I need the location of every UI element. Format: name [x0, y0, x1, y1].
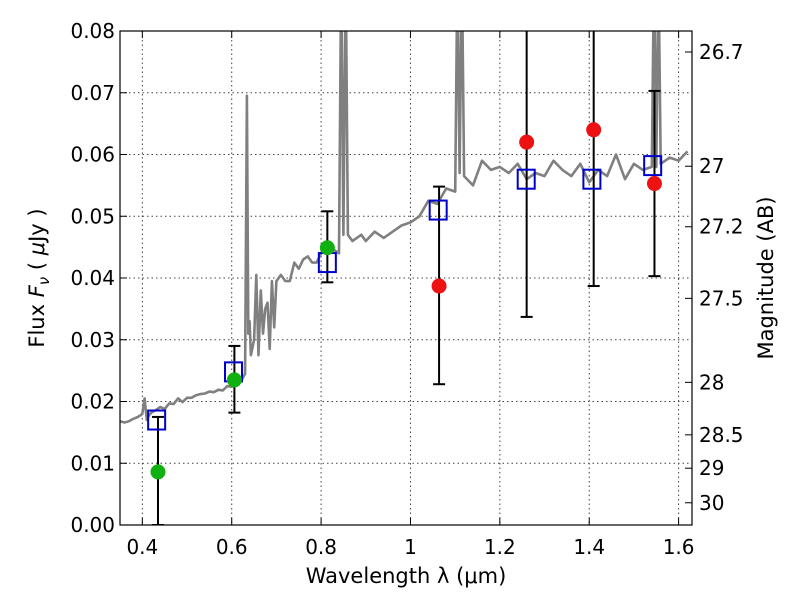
x-tick-label: 0.6	[216, 535, 248, 559]
green-point	[226, 372, 242, 388]
y-axis-title-part-f: Jy )	[25, 208, 49, 244]
y-tick-label: 0.07	[70, 81, 115, 105]
red-point	[646, 176, 662, 192]
y-tick-label: 0.03	[70, 328, 115, 352]
error-bars	[151, 31, 661, 525]
model-point	[147, 409, 167, 431]
y2-tick-label: 28.5	[699, 423, 744, 447]
y-tick-label: 0.05	[70, 204, 115, 228]
y2-tick-label: 27.5	[699, 286, 744, 310]
model-point	[643, 155, 663, 177]
y-tick-label: 0.06	[70, 143, 115, 167]
x-tick-label: 0.4	[126, 535, 158, 559]
y2-tick-label: 28	[699, 370, 724, 394]
y-axis-title-part-a: Flux	[25, 297, 49, 347]
x-axis: 0.4 0.6 0.8 1 1.2 1.4 1.6	[126, 31, 695, 559]
red-point	[586, 122, 602, 138]
y-axis-title-part-e: μ	[25, 242, 49, 256]
y2-axis: 26.7 27 27.2 27.5 28 28.5 29 30	[685, 40, 744, 515]
grid-lines	[120, 31, 692, 525]
model-point	[428, 199, 448, 221]
y-axis: 0.00 0.01 0.02 0.03 0.04 0.05 0.06 0.07 0.08	[70, 19, 127, 537]
green-point	[150, 464, 166, 480]
y-axis-title: Flux Fν ( μJy )	[25, 208, 53, 347]
y-axis-title-part-b: F	[25, 284, 49, 297]
y-tick-label: 0.04	[70, 266, 115, 290]
y-tick-label: 0.02	[70, 390, 115, 414]
green-points	[150, 240, 335, 480]
y-axis-title-part-d: (	[25, 255, 49, 277]
plot-area	[120, 31, 689, 525]
model-point	[516, 168, 536, 190]
y2-tick-label: 27	[699, 154, 724, 178]
red-point	[519, 134, 535, 150]
y2-tick-label: 29	[699, 456, 724, 480]
y2-tick-label: 27.2	[699, 215, 744, 239]
x-tick-label: 0.8	[305, 535, 337, 559]
x-tick-label: 1.6	[663, 535, 695, 559]
y-axis-title-part-c: ν	[35, 277, 53, 285]
green-point	[319, 240, 335, 256]
y-tick-label: 0.00	[70, 513, 115, 537]
y-tick-label: 0.08	[70, 19, 115, 43]
red-point	[431, 278, 447, 294]
y2-tick-label: 30	[699, 491, 724, 515]
x-tick-label: 1.4	[573, 535, 605, 559]
model-point	[582, 168, 602, 190]
x-tick-label: 1.2	[484, 535, 516, 559]
y-tick-label: 0.01	[70, 451, 115, 475]
spectrum-line	[120, 31, 689, 424]
y2-axis-title: Magnitude (AB)	[754, 196, 778, 359]
x-axis-title: Wavelength λ (μm)	[306, 564, 507, 588]
y2-tick-label: 26.7	[699, 40, 744, 64]
x-tick-label: 1	[404, 535, 417, 559]
red-points	[431, 122, 662, 294]
